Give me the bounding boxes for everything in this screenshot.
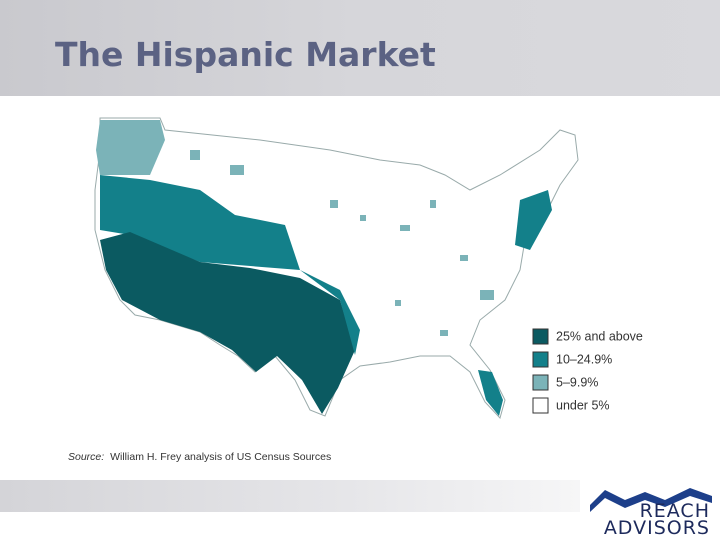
logo-mountains: [590, 488, 712, 512]
legend-label: 25% and above: [556, 329, 643, 343]
title: The Hispanic Market: [55, 35, 436, 74]
logo-line1: REACH: [640, 500, 710, 522]
legend-swatch: [532, 351, 549, 368]
logo-line2: ADVISORS: [604, 517, 710, 539]
footer-band: [0, 480, 580, 512]
legend-swatch: [532, 374, 549, 391]
source: Source: William H. Frey analysis of US C…: [68, 451, 331, 463]
legend: 25% and above 10–24.9% 5–9.9% under 5%: [532, 328, 643, 414]
header-band: [0, 0, 720, 96]
region-mid: [100, 175, 300, 270]
legend-swatch: [532, 328, 549, 345]
legend-swatch: [532, 397, 549, 414]
source-text: William H. Frey analysis of US Census So…: [110, 451, 331, 463]
region-mid-east: [300, 270, 360, 355]
region-light: [96, 120, 165, 175]
legend-label: under 5%: [556, 398, 610, 412]
logo: REACH ADVISORS: [582, 482, 720, 540]
northeast: [515, 190, 552, 250]
scattered-counties: [190, 150, 494, 336]
legend-label: 5–9.9%: [556, 375, 598, 389]
legend-label: 10–24.9%: [556, 352, 612, 366]
florida: [478, 370, 503, 416]
source-prefix: Source:: [68, 451, 104, 463]
us-map: [94, 117, 579, 419]
region-high: [100, 232, 355, 414]
